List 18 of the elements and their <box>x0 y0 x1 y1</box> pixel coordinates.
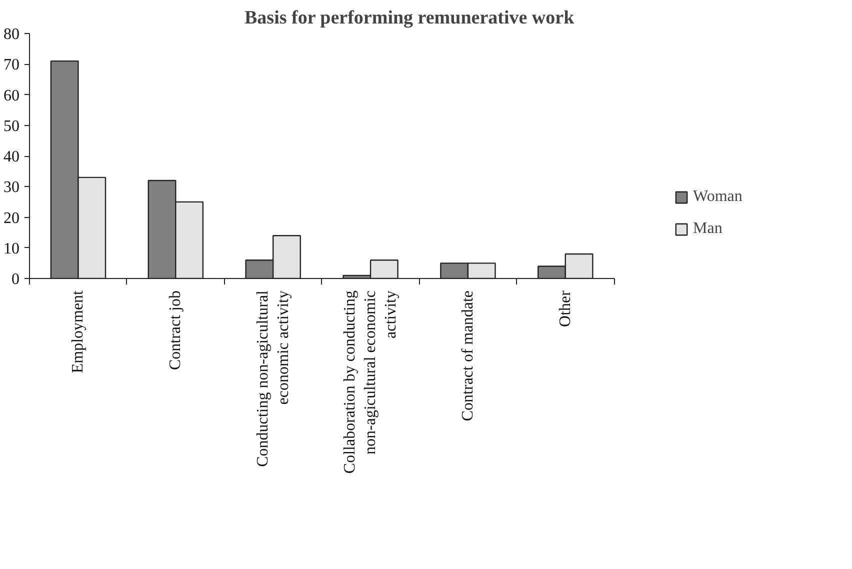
y-tick-label: 20 <box>4 210 20 227</box>
y-tick-label: 60 <box>4 87 20 104</box>
x-tick-label: Employment <box>70 290 87 374</box>
x-tick-label: Contract of mandate <box>459 290 476 422</box>
y-tick-label: 80 <box>4 26 20 43</box>
legend-label: Man <box>693 220 722 238</box>
x-tick-label: Other <box>556 290 574 327</box>
y-tick-label: 50 <box>4 118 20 135</box>
y-tick-label: 40 <box>4 148 20 166</box>
chart-title: Basis for performing remunerative work <box>244 8 575 28</box>
y-tick-label: 30 <box>4 179 20 196</box>
y-tick-label: 10 <box>4 240 20 258</box>
x-tick-label: Contract job <box>167 290 184 370</box>
x-tick-label: Conducting non-agicultural economic activity <box>254 290 292 467</box>
legend-label: Woman <box>693 188 742 206</box>
x-tick-label: Collaboration by conducting non-agicultural economic activity <box>342 290 400 474</box>
y-tick-label: 70 <box>4 56 20 74</box>
y-tick-label: 0 <box>12 271 20 288</box>
